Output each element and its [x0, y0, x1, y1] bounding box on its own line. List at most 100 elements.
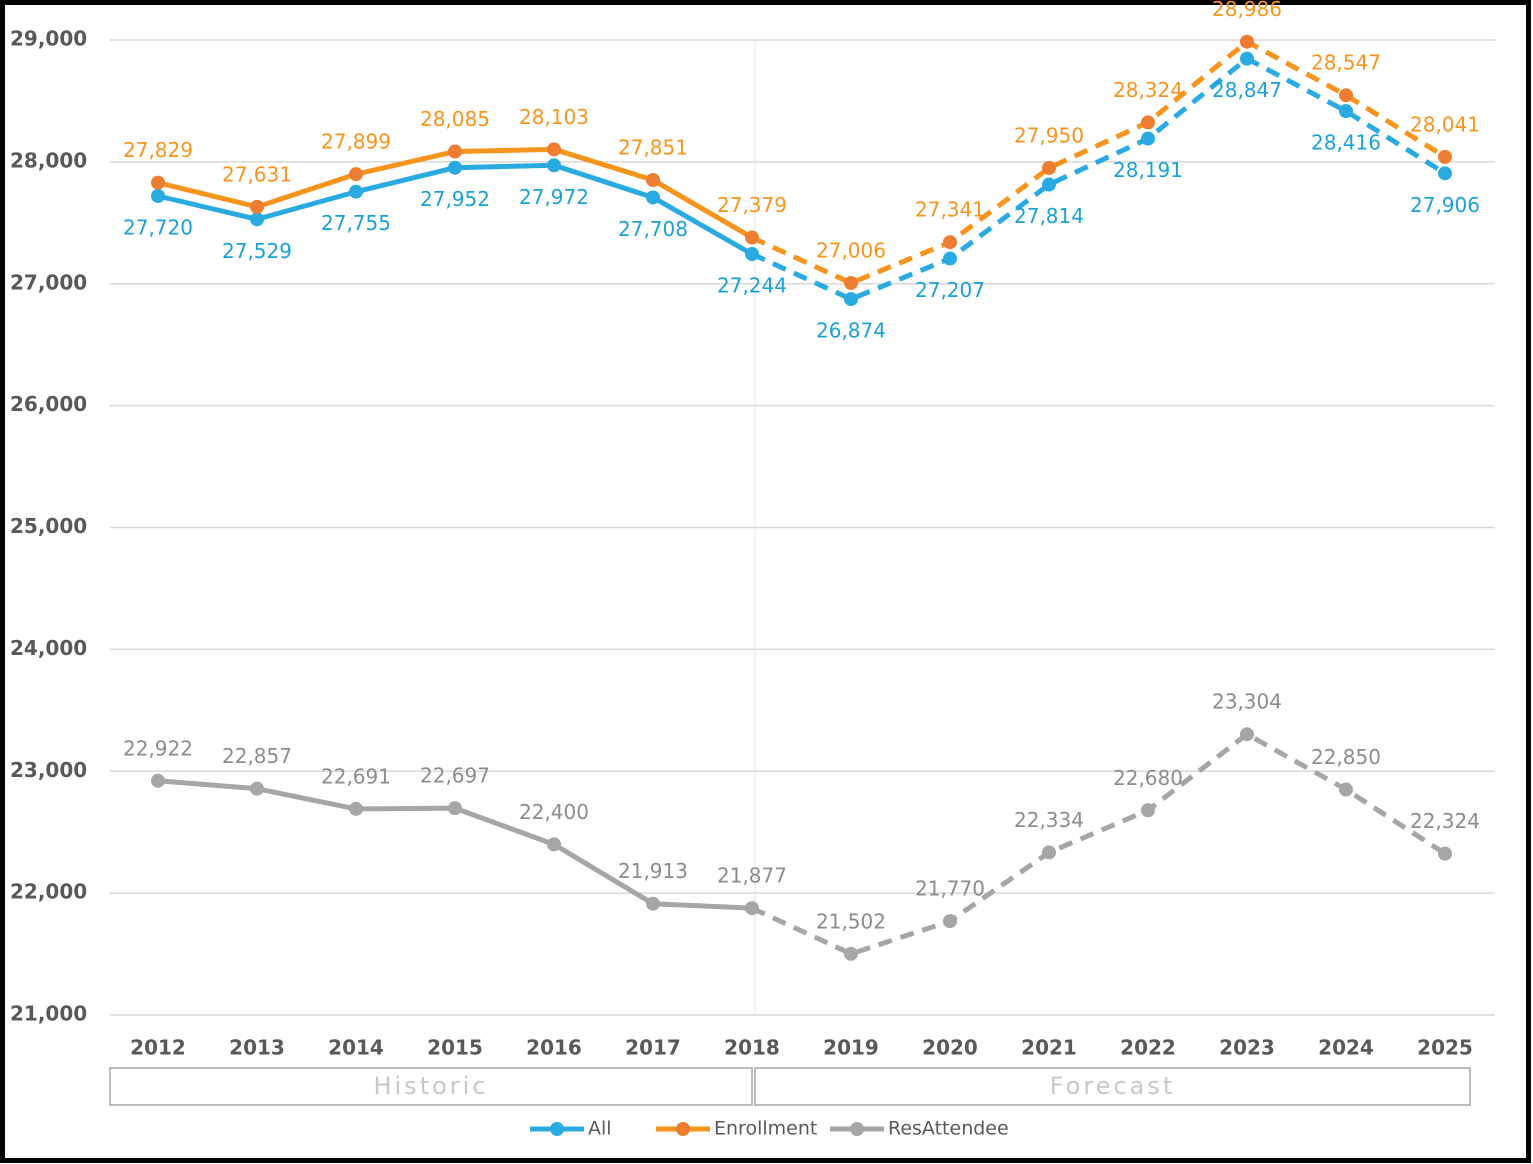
value-label: 27,006	[816, 239, 886, 263]
marker	[844, 292, 858, 307]
marker	[943, 235, 957, 250]
value-label: 27,379	[717, 193, 787, 217]
marker	[151, 175, 165, 190]
marker	[1042, 845, 1056, 860]
period-label: Historic	[373, 1072, 488, 1100]
marker	[448, 144, 462, 159]
marker	[1339, 782, 1353, 797]
value-label: 27,899	[321, 130, 391, 154]
marker	[547, 837, 561, 852]
y-tick-label: 25,000	[10, 514, 87, 538]
value-label: 28,041	[1410, 112, 1480, 136]
value-label: 27,244	[717, 274, 787, 298]
legend-marker	[676, 1122, 690, 1136]
x-tick-label: 2019	[823, 1036, 879, 1060]
legend-marker	[550, 1122, 564, 1136]
marker	[547, 158, 561, 173]
marker	[646, 896, 660, 911]
value-label: 28,986	[1212, 0, 1282, 21]
forecast-line	[750, 39, 1447, 286]
value-label: 28,085	[420, 107, 490, 131]
marker	[844, 276, 858, 291]
y-tick-label: 28,000	[10, 148, 87, 172]
value-label: 21,877	[717, 864, 787, 888]
marker	[1438, 149, 1452, 164]
x-tick-label: 2022	[1120, 1036, 1176, 1060]
marker	[1339, 104, 1353, 119]
marker	[250, 212, 264, 227]
value-label: 27,829	[123, 138, 193, 162]
y-tick-label: 29,000	[10, 27, 87, 51]
marker	[1042, 177, 1056, 192]
legend-label: All	[588, 1118, 612, 1140]
x-tick-label: 2020	[922, 1036, 978, 1060]
value-label: 22,857	[222, 744, 292, 768]
x-tick-label: 2021	[1021, 1036, 1077, 1060]
value-label: 27,720	[123, 216, 193, 240]
marker	[745, 247, 759, 262]
value-label: 27,851	[618, 136, 688, 160]
value-label: 26,874	[816, 319, 886, 343]
value-label: 22,697	[420, 764, 490, 788]
value-label: 27,755	[321, 211, 391, 235]
value-label: 27,207	[915, 278, 985, 302]
legend-item: All	[530, 1118, 612, 1140]
x-tick-label: 2018	[724, 1036, 780, 1060]
legend-item: ResAttendee	[830, 1118, 1009, 1140]
value-label: 27,906	[1410, 193, 1480, 217]
value-label: 22,850	[1311, 745, 1381, 769]
marker	[745, 230, 759, 245]
value-label: 27,972	[519, 185, 589, 209]
value-label: 22,334	[1014, 808, 1084, 832]
value-label: 27,950	[1014, 123, 1084, 147]
value-label: 27,814	[1014, 204, 1084, 228]
value-label: 28,547	[1311, 51, 1381, 75]
value-label: 22,400	[519, 800, 589, 824]
legend-item: Enrollment	[656, 1118, 817, 1140]
value-label: 27,529	[222, 239, 292, 263]
marker	[349, 801, 363, 816]
marker	[151, 773, 165, 788]
marker	[943, 914, 957, 929]
y-tick-label: 27,000	[10, 270, 87, 294]
y-tick-label: 23,000	[10, 758, 87, 782]
value-label: 28,324	[1113, 78, 1183, 102]
value-label: 28,416	[1311, 131, 1381, 155]
marker	[250, 199, 264, 214]
marker	[1438, 846, 1452, 861]
marker	[943, 251, 957, 266]
value-label: 22,922	[123, 736, 193, 760]
period-box	[109, 1067, 753, 1106]
marker	[448, 160, 462, 175]
marker	[1141, 115, 1155, 130]
marker	[1042, 160, 1056, 175]
marker	[1438, 166, 1452, 181]
marker	[1141, 131, 1155, 146]
marker	[151, 189, 165, 203]
marker	[250, 781, 264, 796]
x-tick-label: 2014	[328, 1036, 384, 1060]
y-tick-label: 24,000	[10, 636, 87, 660]
marker	[1339, 88, 1353, 103]
y-tick-label: 26,000	[10, 392, 87, 416]
value-label: 21,502	[816, 909, 886, 933]
value-label: 27,952	[420, 187, 490, 211]
value-label: 21,770	[915, 877, 985, 901]
marker	[1240, 51, 1254, 66]
marker	[1141, 803, 1155, 818]
y-tick-label: 21,000	[10, 1002, 87, 1026]
marker	[349, 184, 363, 199]
x-tick-label: 2015	[427, 1036, 483, 1060]
legend-label: ResAttendee	[888, 1118, 1009, 1140]
legend-marker	[850, 1122, 864, 1136]
marker	[844, 946, 858, 961]
value-label: 28,103	[519, 105, 589, 129]
value-label: 28,847	[1212, 78, 1282, 102]
x-tick-label: 2016	[526, 1036, 582, 1060]
marker	[1240, 34, 1254, 49]
x-tick-label: 2017	[625, 1036, 681, 1060]
forecast-line	[750, 731, 1447, 957]
value-label: 22,324	[1410, 809, 1480, 833]
marker	[448, 801, 462, 816]
